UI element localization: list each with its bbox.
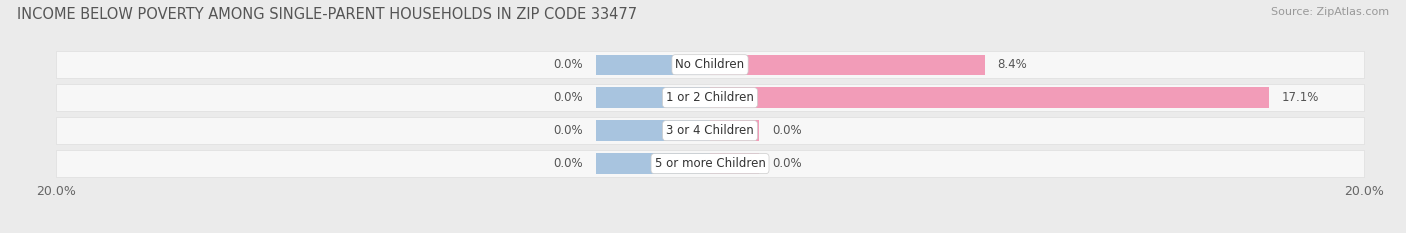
Bar [596, 87, 710, 108]
Bar [710, 153, 759, 174]
Text: 0.0%: 0.0% [553, 91, 582, 104]
Bar [596, 120, 710, 141]
Text: 1 or 2 Children: 1 or 2 Children [666, 91, 754, 104]
Text: 0.0%: 0.0% [553, 58, 582, 71]
Bar [710, 87, 1270, 108]
Text: 0.0%: 0.0% [553, 124, 582, 137]
Text: Source: ZipAtlas.com: Source: ZipAtlas.com [1271, 7, 1389, 17]
Bar [56, 150, 1364, 177]
Text: 3 or 4 Children: 3 or 4 Children [666, 124, 754, 137]
Text: No Children: No Children [675, 58, 745, 71]
Text: 0.0%: 0.0% [772, 157, 801, 170]
Bar [56, 117, 1364, 144]
Bar [596, 55, 710, 75]
Text: INCOME BELOW POVERTY AMONG SINGLE-PARENT HOUSEHOLDS IN ZIP CODE 33477: INCOME BELOW POVERTY AMONG SINGLE-PARENT… [17, 7, 637, 22]
Bar [56, 51, 1364, 78]
Bar [596, 153, 710, 174]
Text: 0.0%: 0.0% [772, 124, 801, 137]
Text: 0.0%: 0.0% [553, 157, 582, 170]
Text: 8.4%: 8.4% [998, 58, 1028, 71]
Bar [56, 84, 1364, 111]
Text: 5 or more Children: 5 or more Children [655, 157, 765, 170]
Bar [710, 55, 984, 75]
Text: 17.1%: 17.1% [1282, 91, 1319, 104]
Bar [710, 120, 759, 141]
